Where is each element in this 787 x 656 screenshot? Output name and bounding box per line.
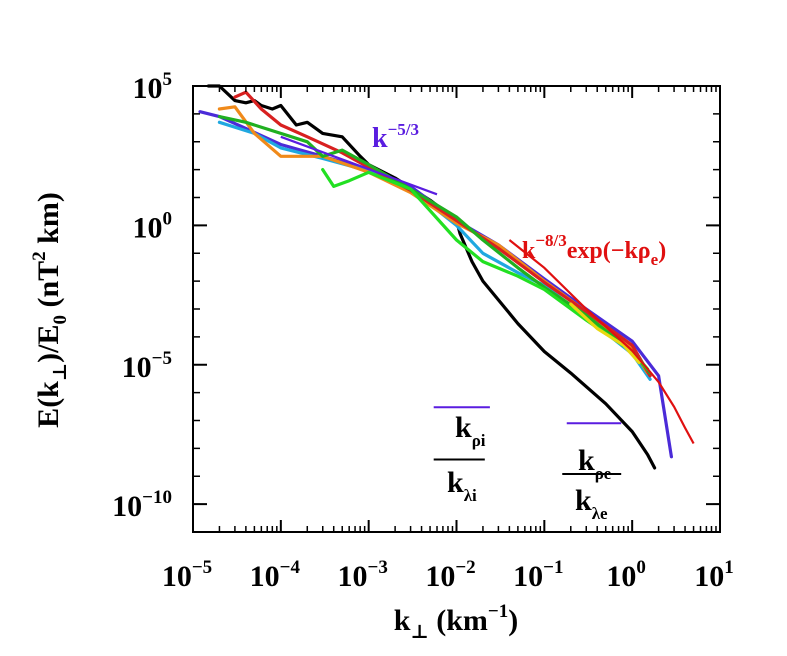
x-tick-label: 10−5 xyxy=(162,557,212,593)
marker-label-k_lambda_i: kλi xyxy=(447,466,477,505)
x-tick-label: 100 xyxy=(606,557,646,593)
reference-line-2 xyxy=(508,239,695,445)
marker-label-k_rho_i: kρi xyxy=(455,411,486,450)
y-tick-label: 10−5 xyxy=(122,348,172,384)
x-axis-label: k⊥ (km−1) xyxy=(394,601,518,643)
x-tick-label: 10−4 xyxy=(250,557,301,593)
axis-labels-layer: E(k⊥)/E0 (nT2 km) k⊥ (km−1) xyxy=(29,192,518,643)
x-tick-label: 10−1 xyxy=(513,557,563,593)
reference-label-k-8-3-exp: k−8/3exp(−kρe) xyxy=(522,231,666,269)
x-tick-label: 10−3 xyxy=(338,557,388,593)
series-purple xyxy=(198,110,673,459)
y-tick-label: 10−10 xyxy=(112,487,172,523)
reference-lines-layer: k−5/3 k−8/3exp(−kρe) xyxy=(280,120,695,445)
reference-label-k-5-3: k−5/3 xyxy=(372,120,419,154)
x-tick-label: 101 xyxy=(694,557,734,593)
marker-label-k_lambda_e: kλe xyxy=(575,484,608,523)
y-tick-label: 100 xyxy=(133,208,173,244)
y-tick-label: 105 xyxy=(133,69,173,105)
y-axis-label: E(k⊥)/E0 (nT2 km) xyxy=(29,192,71,428)
axes-layer: 10−5 10−4 10−3 10−2 10−1 100 101 105 100 10−5 10−1… xyxy=(112,69,734,593)
x-tick-label: 10−2 xyxy=(425,557,475,593)
series-yellow xyxy=(569,302,641,365)
marker-label-k_rho_e: kρe xyxy=(578,444,612,483)
series-red xyxy=(233,90,652,378)
reference-line-1 xyxy=(280,135,438,196)
series-layer xyxy=(198,84,673,470)
series-bright-green xyxy=(321,168,650,371)
